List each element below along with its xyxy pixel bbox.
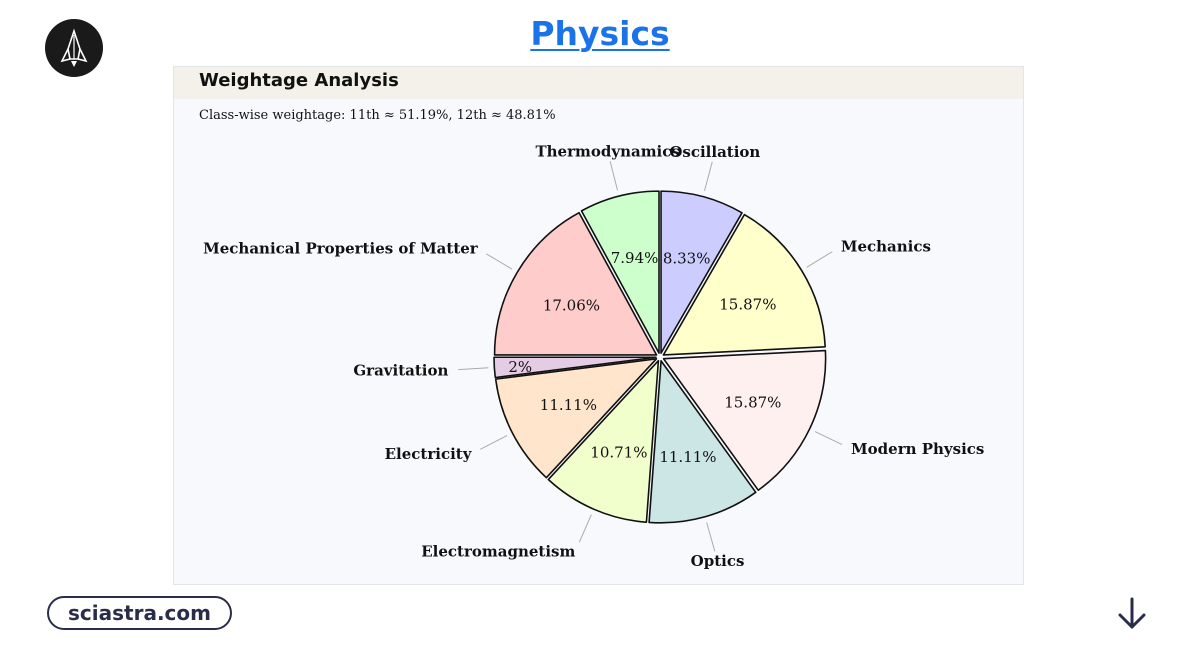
pie-slice-optics [648, 360, 757, 524]
pie-slice-modern-physics [662, 349, 827, 492]
card-title: Weightage Analysis [199, 70, 399, 91]
slice-value-label: 15.87% [724, 394, 781, 412]
pie-slice-oscillation [660, 190, 743, 354]
slice-value-label: 11.11% [540, 396, 597, 414]
leader-line [578, 514, 592, 543]
slice-category-label: Gravitation [353, 361, 448, 379]
leader-line [806, 251, 833, 268]
pie-slice-mechanics [662, 213, 827, 356]
slice-category-label: Mechanical Properties of Matter [203, 240, 479, 258]
leader-line [704, 161, 713, 191]
slice-value-label: 8.33% [663, 250, 711, 268]
slice-value-label: 11.11% [659, 448, 716, 466]
brand-link[interactable]: sciastra.com [47, 596, 232, 630]
leader-line [458, 367, 489, 371]
slice-category-label: Electricity [385, 445, 473, 463]
pie-slice-electricity [494, 358, 658, 479]
slice-category-label: Mechanics [841, 237, 931, 255]
slice-value-label: 17.06% [543, 296, 600, 314]
rocket-logo-icon [45, 19, 103, 77]
slice-category-label: Optics [691, 552, 745, 570]
slice-category-label: Electromagnetism [421, 542, 575, 560]
slice-value-label: 15.87% [719, 295, 776, 313]
leader-line [706, 522, 716, 552]
pie-slice-thermodynamics [580, 190, 660, 354]
pie-slice-mechanical-properties-of-matter [493, 211, 658, 356]
slice-value-label: 10.71% [590, 443, 647, 461]
page-title: Physics [530, 14, 670, 53]
leader-line [814, 431, 843, 446]
leader-line [609, 161, 619, 191]
slice-value-label: 7.94% [611, 249, 659, 267]
slice-category-label: Modern Physics [851, 440, 984, 458]
slice-category-label: Oscillation [669, 143, 760, 161]
slice-value-label: 2% [508, 358, 532, 376]
class-wise-weightage-text: Class-wise weightage: 11th ≈ 51.19%, 12t… [199, 108, 556, 123]
pie-slice-electromagnetism [547, 359, 660, 524]
leader-line [486, 253, 513, 270]
arrow-down-icon[interactable] [1114, 596, 1150, 632]
slice-category-label: Thermodynamics [535, 143, 679, 161]
pie-slice-gravitation [493, 356, 657, 379]
card-header [174, 67, 1023, 99]
leader-line [480, 435, 508, 450]
